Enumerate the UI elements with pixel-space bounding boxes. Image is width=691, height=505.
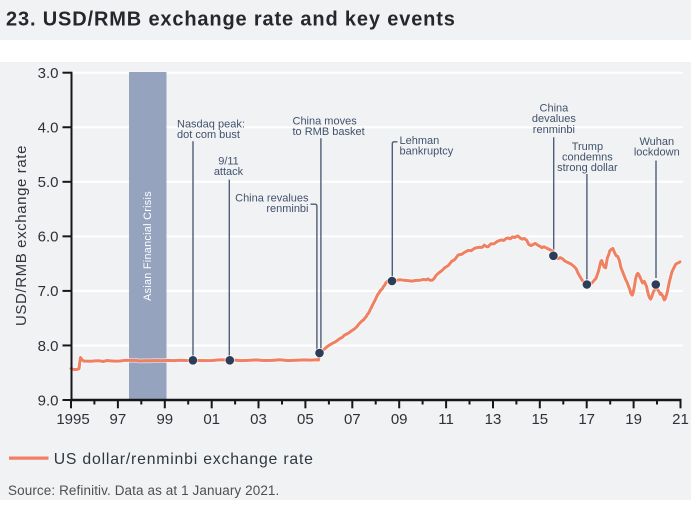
svg-text:lockdown: lockdown (634, 147, 680, 159)
svg-text:condemns: condemns (562, 152, 613, 164)
svg-text:15: 15 (531, 411, 548, 428)
svg-text:9/11: 9/11 (218, 155, 239, 167)
svg-text:07: 07 (344, 411, 361, 428)
svg-text:13: 13 (485, 411, 502, 428)
svg-text:17: 17 (578, 411, 595, 428)
svg-text:19: 19 (625, 411, 642, 428)
svg-text:1995: 1995 (56, 411, 89, 428)
svg-text:21: 21 (672, 411, 689, 428)
svg-text:4.0: 4.0 (38, 120, 59, 137)
svg-text:Nasdaq peak:: Nasdaq peak: (177, 118, 245, 130)
svg-text:3.0: 3.0 (38, 65, 59, 82)
svg-text:Lehman: Lehman (400, 135, 440, 147)
svg-text:9.0: 9.0 (38, 392, 59, 409)
svg-text:Wuhan: Wuhan (639, 136, 674, 148)
svg-text:strong dollar: strong dollar (557, 162, 618, 174)
svg-text:03: 03 (250, 411, 267, 428)
svg-text:renminbi: renminbi (266, 203, 308, 215)
svg-text:devalues: devalues (532, 113, 577, 125)
svg-text:China: China (540, 103, 570, 115)
svg-text:11: 11 (438, 411, 454, 428)
svg-text:renminbi: renminbi (533, 124, 575, 136)
svg-text:bankruptcy: bankruptcy (400, 146, 454, 158)
svg-text:05: 05 (297, 411, 314, 428)
svg-text:Trump: Trump (572, 141, 603, 153)
svg-text:5.0: 5.0 (38, 174, 59, 191)
svg-text:01: 01 (203, 411, 220, 428)
svg-text:99: 99 (156, 411, 173, 428)
svg-text:97: 97 (110, 411, 127, 428)
svg-text:USD/RMB exchange rate: USD/RMB exchange rate (13, 145, 30, 326)
svg-text:23. USD/RMB exchange rate and: 23. USD/RMB exchange rate and key events (6, 9, 456, 31)
svg-text:to RMB basket: to RMB basket (293, 126, 365, 138)
svg-text:China revalues: China revalues (235, 193, 309, 205)
svg-text:attack: attack (214, 166, 244, 178)
svg-text:6.0: 6.0 (38, 229, 59, 246)
svg-text:dot com bust: dot com bust (177, 129, 240, 141)
svg-text:Asian Financial Crisis: Asian Financial Crisis (142, 191, 154, 301)
svg-text:Source: Refinitiv. Data as at: Source: Refinitiv. Data as at 1 January … (8, 483, 279, 498)
svg-text:8.0: 8.0 (38, 338, 59, 355)
svg-text:7.0: 7.0 (38, 283, 59, 300)
svg-text:US dollar/renminbi exchange ra: US dollar/renminbi exchange rate (54, 451, 314, 468)
svg-text:China moves: China moves (293, 115, 358, 127)
svg-text:09: 09 (391, 411, 408, 428)
